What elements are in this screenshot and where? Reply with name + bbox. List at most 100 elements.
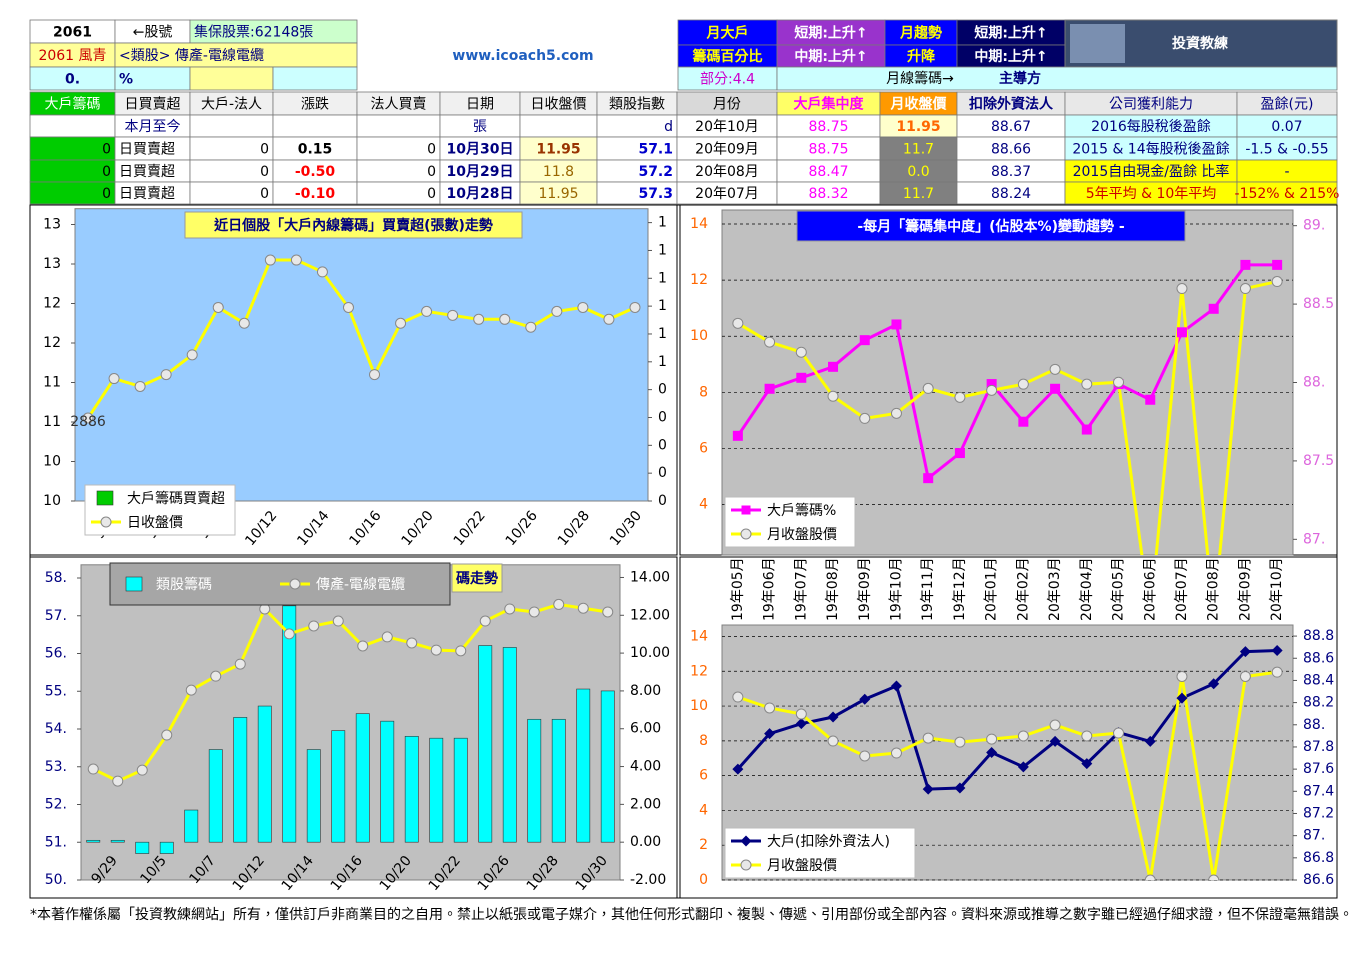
marker [283, 628, 295, 640]
marker [1144, 874, 1156, 880]
annotation: 2886 [70, 414, 106, 430]
y2-tick-label: 1 [658, 242, 667, 258]
cell-text: 短期:上升↑ [974, 25, 1047, 42]
y-tick-label: 8 [699, 384, 708, 400]
bar [502, 647, 517, 843]
markers [82, 254, 641, 424]
cell-text: 日買賣超 [119, 186, 175, 202]
y-tick-label: 13 [43, 256, 61, 272]
marker [922, 382, 934, 394]
marker [986, 747, 998, 758]
y-tick-label: 56. [45, 646, 67, 662]
y-tick-label: 14 [690, 628, 708, 644]
marker [1176, 327, 1187, 338]
legend-label: 傳產-電線電纜 [316, 576, 405, 593]
marker [827, 735, 839, 747]
bar [600, 690, 615, 843]
cell-text: 57.2 [638, 164, 673, 180]
bar [527, 718, 542, 843]
marker [1239, 646, 1251, 658]
y-tick-label: 53. [45, 759, 67, 775]
leader: 主導方 [999, 70, 1041, 87]
marker [316, 266, 328, 278]
cell-text: 本月至今 [125, 119, 181, 135]
marker [136, 764, 148, 776]
bar [306, 749, 321, 843]
bar [110, 839, 125, 843]
bar [184, 809, 199, 843]
cell-text: 短期:上升↑ [794, 25, 867, 42]
marker [381, 631, 393, 643]
table-cell [776, 66, 1338, 91]
cell-text: 5年平均 & 10年平均 [1086, 186, 1217, 202]
marker [859, 693, 871, 705]
table-cell [29, 114, 116, 138]
table-cell [519, 114, 598, 138]
y-tick-label: 6 [699, 768, 708, 784]
marker [134, 380, 146, 392]
chart-title: -每月「籌碼集中度」(佔股本%)變動趨勢 - [857, 218, 1125, 235]
cell-text: 中期:上升↑ [974, 48, 1047, 65]
cell-text: 0.15 [298, 142, 333, 158]
site-url: www.icoach5.com [452, 48, 593, 64]
cell-text: 月趨勢 [899, 25, 942, 42]
marker [499, 313, 511, 325]
cell-text: 10月28日 [447, 186, 514, 202]
marker [406, 637, 418, 649]
legend-label: 月收盤股價 [767, 857, 837, 874]
cell-text: 88.32 [808, 186, 848, 202]
cell-text: 日買賣超 [125, 97, 181, 113]
marker [160, 369, 172, 381]
y2-tick-label: 0.00 [630, 834, 661, 850]
y2-tick-label: 87.6 [1303, 761, 1334, 777]
y2-tick-label: 0 [658, 409, 667, 425]
marker [1049, 719, 1061, 731]
legend-marker [740, 835, 752, 847]
bar [86, 839, 101, 843]
legend-marker [741, 505, 751, 515]
legend-label: 日收盤價 [127, 514, 183, 531]
legend-marker [740, 859, 752, 871]
marker [1176, 670, 1188, 682]
legend-label: 大戶籌碼% [767, 503, 836, 519]
marker [890, 680, 902, 692]
cell-text: % [119, 72, 133, 88]
marker [1049, 735, 1061, 747]
y-tick-label: 12 [690, 272, 708, 288]
marker [234, 658, 246, 670]
y2-tick-label: 86.8 [1303, 850, 1334, 866]
cell-text: 0 [102, 186, 111, 202]
marker [264, 254, 276, 266]
cell-text: 張 [473, 119, 487, 135]
marker [308, 620, 320, 632]
marker [332, 615, 344, 627]
logo-accent [1070, 24, 1125, 63]
marker [238, 317, 250, 329]
x-tick-label: 19年05月 [730, 557, 746, 621]
legend-swatch [96, 490, 114, 506]
marker [210, 670, 222, 682]
marker [421, 305, 433, 317]
y-tick-label: 14 [690, 216, 708, 232]
legend-marker [289, 578, 301, 590]
y2-tick-label: 12.00 [630, 607, 670, 623]
marker [577, 301, 589, 313]
marker [795, 718, 807, 730]
x-tick-label: 20年10月 [1269, 557, 1285, 621]
bar [551, 718, 566, 843]
line-series [737, 670, 1278, 880]
cell-text: 月份 [713, 97, 741, 113]
marker [290, 254, 302, 266]
y-tick-label: 11 [43, 414, 61, 430]
marker [1240, 259, 1251, 270]
bar [478, 645, 493, 843]
marker [732, 691, 744, 703]
marker [602, 606, 614, 618]
y2-tick-label: 88.2 [1303, 695, 1334, 711]
cell-text: 88.75 [808, 119, 848, 135]
y-tick-label: 10 [43, 454, 61, 470]
cell-text: 0 [427, 142, 436, 158]
cell-text: 11.7 [903, 142, 934, 158]
cell-text: 88.37 [991, 164, 1031, 180]
